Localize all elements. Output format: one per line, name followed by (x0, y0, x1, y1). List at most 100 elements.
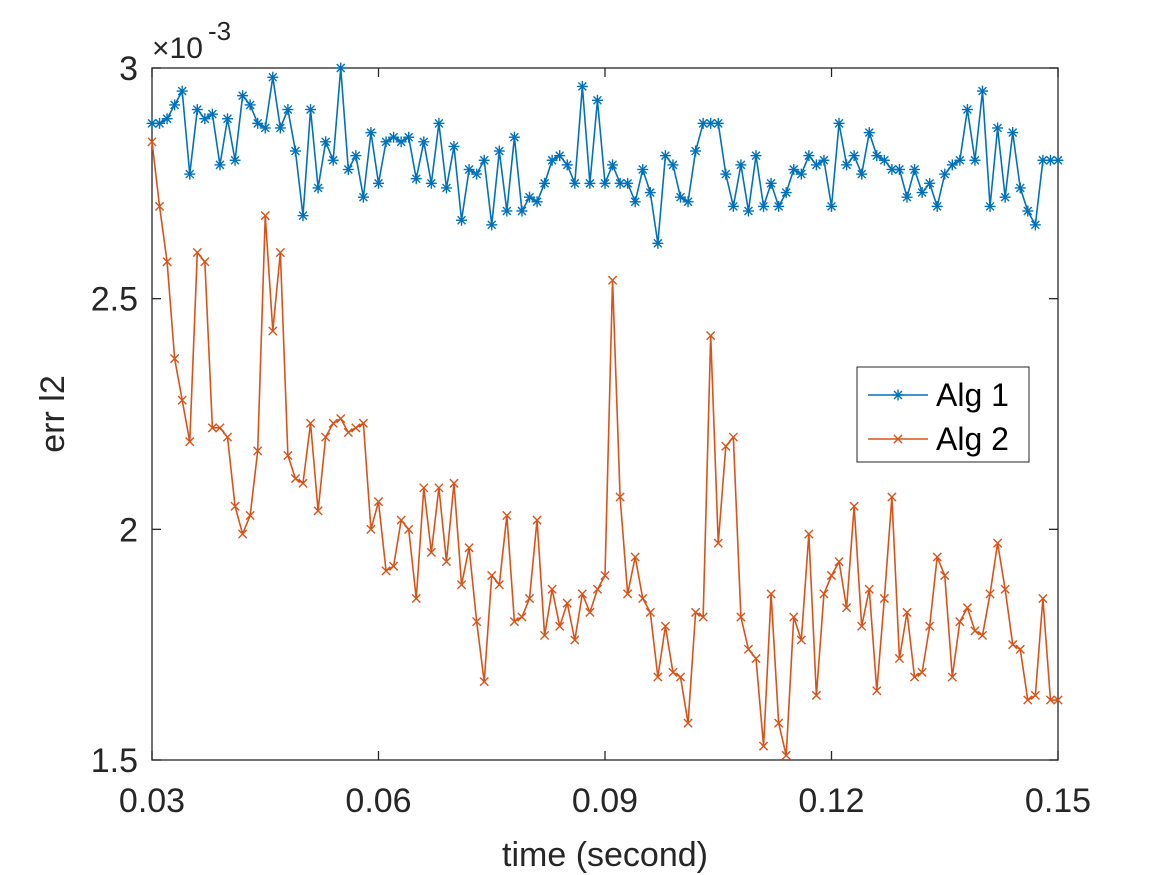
data-point (728, 432, 738, 442)
data-point (456, 214, 468, 226)
data-point (562, 598, 572, 608)
data-point (487, 570, 497, 581)
data-point (819, 589, 829, 599)
data-point (857, 621, 867, 631)
data-point (751, 653, 761, 664)
data-point (448, 140, 460, 152)
data-point (501, 205, 513, 217)
data-point (872, 686, 882, 696)
data-point (185, 437, 195, 447)
data-point (916, 187, 928, 199)
data-point (419, 483, 429, 493)
data-point (200, 257, 210, 267)
data-point (554, 150, 566, 162)
data-point (765, 177, 777, 189)
data-point (222, 432, 233, 442)
data-point (244, 99, 256, 111)
data-point (328, 418, 338, 428)
data-point (184, 168, 196, 180)
data-point (727, 200, 739, 212)
data-point (516, 205, 528, 217)
data-point (305, 418, 316, 428)
data-point (517, 612, 527, 622)
legend-label: Alg 1 (936, 377, 1009, 413)
data-point (433, 117, 445, 129)
data-point (268, 326, 278, 336)
data-point (351, 423, 361, 433)
data-point (426, 547, 436, 558)
data-point (434, 483, 444, 493)
data-point (576, 80, 588, 92)
data-point (154, 201, 165, 212)
data-point (887, 492, 897, 502)
y-scale-exponent: ×10 -3 (152, 16, 231, 65)
data-point (818, 154, 830, 166)
data-point (758, 741, 769, 751)
data-point (742, 205, 754, 217)
data-point (615, 492, 625, 502)
legend-entries: Alg 1 Alg 2 (868, 377, 1009, 457)
data-point (464, 543, 474, 553)
legend[interactable]: Alg 1 Alg 2 (856, 366, 1030, 463)
data-point (682, 196, 694, 208)
data-point (381, 566, 391, 576)
data-point (940, 570, 950, 581)
data-point (1014, 182, 1026, 194)
data-point (826, 570, 837, 581)
data-point (290, 473, 301, 484)
data-point (546, 154, 558, 166)
data-point (599, 177, 611, 189)
data-point (275, 247, 285, 258)
data-point (992, 538, 1003, 548)
data-point (909, 672, 920, 682)
data-point (977, 630, 988, 641)
data-point (335, 62, 347, 74)
data-point (901, 191, 913, 203)
data-point (659, 150, 671, 162)
data-point (675, 191, 686, 203)
data-point (644, 187, 656, 199)
data-point (970, 626, 980, 636)
data-point (893, 163, 905, 175)
data-point (977, 85, 988, 97)
data-point (1045, 695, 1056, 705)
data-point (146, 117, 158, 129)
data-point (207, 423, 218, 433)
data-point (215, 423, 225, 433)
data-point (531, 196, 543, 208)
data-point (652, 237, 664, 249)
data-point (697, 117, 709, 129)
data-point (259, 122, 271, 134)
data-point (569, 177, 581, 189)
data-point (161, 113, 173, 125)
data-point (789, 612, 799, 622)
legend-swatch-marker (892, 389, 904, 401)
data-point (373, 497, 384, 507)
data-point (253, 446, 263, 456)
data-point (206, 108, 218, 120)
data-point (954, 154, 966, 166)
data-point (192, 247, 202, 258)
data-point (222, 113, 233, 125)
y-tick-label: 1.5 (91, 742, 138, 780)
data-point (502, 510, 512, 521)
data-point (999, 191, 1011, 203)
data-point (252, 117, 264, 129)
data-point (864, 584, 874, 594)
data-point (305, 104, 317, 116)
x-tick-label: 0.03 (119, 782, 185, 820)
data-point (810, 159, 822, 171)
data-point (274, 122, 286, 134)
data-point (494, 580, 504, 590)
data-point (811, 690, 822, 701)
data-point (267, 71, 279, 83)
data-point (404, 524, 414, 534)
data-point (230, 501, 240, 511)
data-point (675, 672, 686, 682)
data-point (539, 630, 550, 641)
data-point (1008, 640, 1018, 650)
data-point (925, 621, 935, 631)
data-point (524, 593, 535, 604)
data-point (796, 635, 806, 645)
data-point (894, 653, 905, 664)
